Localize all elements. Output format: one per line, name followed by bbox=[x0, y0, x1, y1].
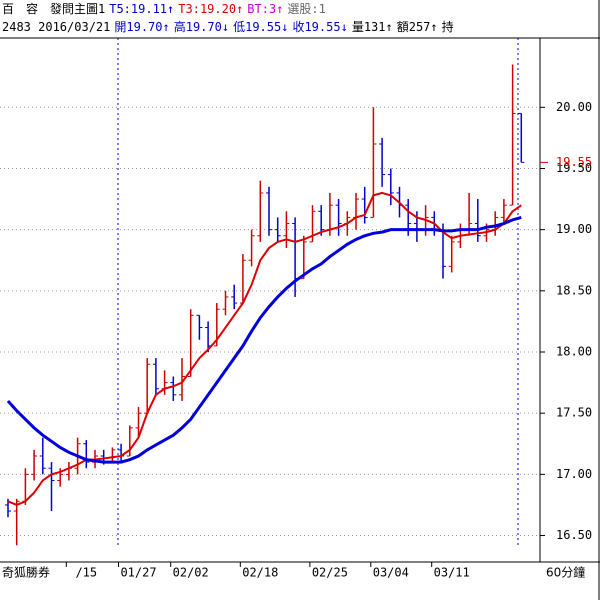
y-tick-label: 18.50 bbox=[556, 283, 592, 297]
header-item: 開19.70↑ bbox=[114, 20, 169, 34]
header-item: 2483 2016/03/21 bbox=[2, 20, 110, 34]
header-item: 量131↑ bbox=[352, 20, 393, 34]
y-tick-label: 20.00 bbox=[556, 100, 592, 114]
ma-line bbox=[6, 215, 522, 464]
last-price-label: 19.55 bbox=[556, 155, 592, 169]
x-tick-label: /15 bbox=[75, 566, 97, 580]
header-item: 持 bbox=[442, 19, 454, 34]
y-tick-label: 17.50 bbox=[556, 406, 592, 420]
x-tick-label: 02/25 bbox=[312, 566, 348, 580]
header-line: 百 容 發問主圖1 T5:19.11↑ T3:19.20↑ BT:3↑ 選股:1 bbox=[2, 1, 326, 16]
header-line: 2483 2016/03/21 開19.70↑ 高19.70↓ 低19.55↓ 收19.… bbox=[2, 19, 454, 34]
y-tick-label: 16.50 bbox=[556, 528, 592, 542]
header-item: 低19.55↓ bbox=[233, 20, 288, 34]
header-item: 收19.55↓ bbox=[292, 20, 347, 34]
x-tick-label: 01/27 bbox=[120, 566, 156, 580]
header-item: BT:3↑ bbox=[247, 2, 283, 16]
x-tick-label: 02/18 bbox=[242, 566, 278, 580]
y-tick-label: 19.00 bbox=[556, 222, 592, 236]
y-tick-label: 19.50 bbox=[556, 161, 592, 175]
x-tick-label: 03/04 bbox=[373, 566, 409, 580]
header-item: 百 容 發問主圖1 bbox=[2, 1, 105, 16]
header-item: 選股:1 bbox=[287, 2, 325, 16]
header-item: 額257↑ bbox=[397, 20, 438, 34]
header-item: 高19.70↓ bbox=[174, 19, 229, 34]
x-tick-label: 03/11 bbox=[434, 566, 470, 580]
x-tick-label: 02/02 bbox=[173, 566, 209, 580]
y-tick-label: 18.00 bbox=[556, 345, 592, 359]
brand: 奇狐勝券 bbox=[2, 565, 50, 580]
y-tick-label: 17.00 bbox=[556, 467, 592, 481]
period: 60分鐘 bbox=[546, 565, 585, 580]
header-item: T5:19.11↑ bbox=[109, 2, 174, 16]
header-item: T3:19.20↑ bbox=[178, 2, 243, 16]
